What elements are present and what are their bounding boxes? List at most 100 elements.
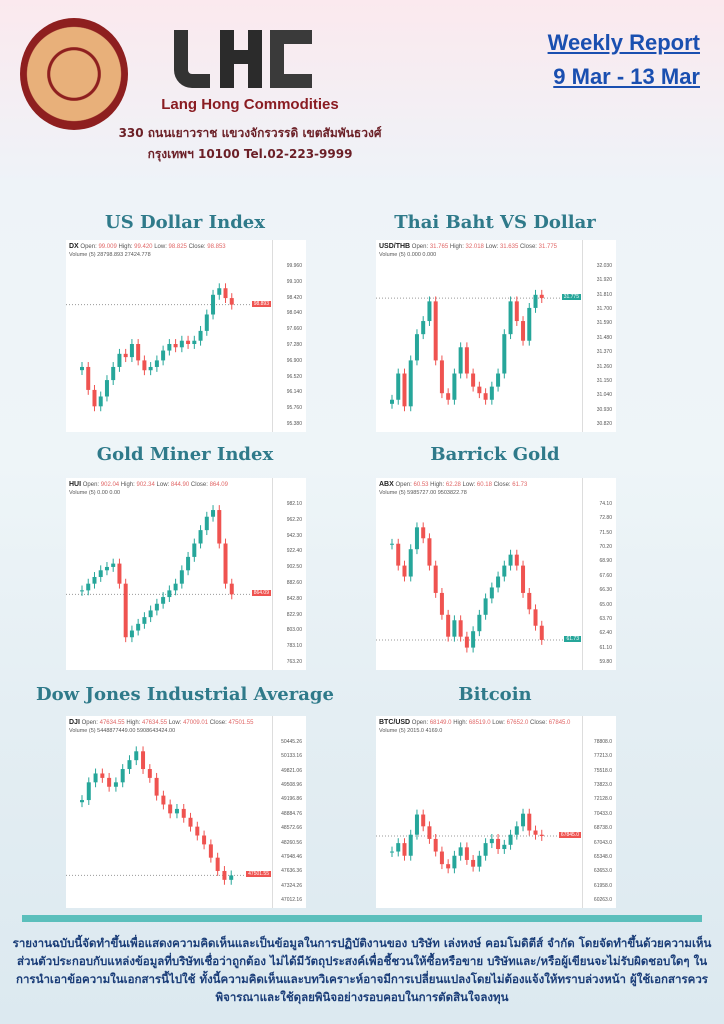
candle-body [86,366,91,390]
axis-tick-label: 68738.0 [593,825,612,832]
candle-body [421,814,426,827]
axis-tick-label: 96.900 [286,357,302,364]
company-seal-logo [20,18,128,130]
disclaimer-text: รายงานฉบับนี้จัดทำขึ้นเพื่อแสดงความคิดเห… [12,936,712,1004]
axis-tick-label: 31.590 [596,320,612,327]
price-axis: 74.10 72.80 71.50 70.20 68.90 67.60 66.30 65.00… [582,478,616,670]
candle-body [86,583,91,591]
candles [66,283,272,412]
axis-tick-label: 62.40 [599,630,612,637]
candle-body [427,538,432,566]
volume-value: 0.000 0.000 [407,252,437,258]
candle-body [154,603,159,611]
candle-body [458,847,463,856]
low-label: Low: [156,482,170,488]
open-value: 68149.0 [429,720,452,726]
last-price-label: 98.893 [251,300,271,307]
price-axis: 50445.26 50133.16 49821.06 49508.96 49196.86… [272,716,306,908]
candlestick-chart: ABX Open: 60.53 High: 62.28 Low: 60.18 C… [376,478,616,670]
candle-body [98,570,103,577]
axis-tick-label: 78808.0 [593,739,612,745]
candle-body [521,813,526,827]
candle-body [402,373,407,407]
candle-body [127,760,132,770]
high-value: 62.28 [445,482,461,488]
candle-body [390,399,394,404]
candle-body [396,843,401,852]
candle-body [452,373,457,400]
volume-row: Volume (5) 0.000 0.000 [379,252,436,258]
close-value: 864.09 [209,482,228,488]
candle-body [186,340,191,344]
axis-tick-label: 66.30 [599,587,612,594]
candlestick-chart: DX Open: 99.009 High: 99.420 Low: 98.825… [66,240,306,432]
axis-tick-label: 49821.06 [281,767,302,774]
close-value: 31.775 [538,244,558,250]
candle-body [229,583,234,595]
high-label: High: [430,482,445,488]
candle-body [390,543,394,545]
candle-body [198,330,203,341]
open-value: 31.765 [429,244,449,250]
chart-ohlc-header: HUI Open: 902.04 High: 902.34 Low: 844.9… [69,481,228,488]
axis-tick-label: 31.370 [596,349,612,356]
candle-body [92,576,97,584]
candle-body [427,826,432,839]
candle-body [93,773,98,783]
chart-title: Gold Miner Index [96,444,274,465]
candle-body [211,294,216,315]
candle-body [527,307,532,341]
candle-body [539,294,544,299]
candle-body [154,360,159,367]
candle-body [104,380,109,397]
volume-label: Volume (5) [69,252,96,258]
axis-tick-label: 49508.96 [281,782,302,789]
candle-body [421,527,426,539]
report-title: Weekly Report [547,30,700,55]
candlestick-chart: HUI Open: 902.04 High: 902.34 Low: 844.9… [66,478,306,670]
axis-tick-label: 97.660 [286,326,302,333]
axis-tick-label: 31.040 [596,392,612,399]
axis-tick-label: 70433.0 [593,810,612,817]
candle-body [100,773,105,778]
candle-body [477,614,482,632]
candle-body [489,838,494,844]
candle-body [408,549,413,577]
high-value: 99.420 [134,244,153,250]
price-axis: 982.10 962.20 942.30 922.40 902.50 882.60 842.… [272,478,306,670]
price-axis: 78808.0 77213.0 75518.0 73823.0 72128.0 70433… [582,716,616,908]
axis-tick-label: 75518.0 [593,767,612,774]
candle-body [104,566,109,571]
candle-body [471,859,476,867]
candle-body [86,782,91,801]
candle-body [533,830,538,835]
candle-body [502,565,507,577]
candle-body [471,373,476,387]
candle-body [204,314,209,331]
candle-body [452,855,457,869]
axis-tick-label: 32.030 [596,263,612,269]
axis-tick-label: 942.30 [286,532,302,539]
low-value: 60.18 [476,482,492,488]
axis-tick-label: 50133.16 [281,753,302,760]
axis-tick-label: 72.80 [599,515,612,522]
candle-body [414,527,419,550]
candle-body [496,838,501,850]
candle-body [439,851,444,865]
candle-body [222,870,227,880]
candle-body [192,340,197,344]
last-price-label: 31.775 [561,294,581,301]
axis-tick-label: 31.150 [596,377,612,384]
high-value: 902.34 [136,482,155,488]
volume-label: Volume (5) [379,490,406,496]
candle-body [208,844,213,858]
candlestick-chart: DJI Open: 47634.55 High: 47634.55 Low: 4… [66,716,306,908]
report-dates: 9 Mar - 13 Mar [553,64,700,89]
axis-tick-label: 77213.0 [593,753,612,760]
candle-body [421,321,426,335]
axis-tick-label: 48572.66 [281,825,302,832]
candle-body [167,344,172,351]
candle-body [402,843,407,856]
axis-tick-label: 31.810 [596,291,612,298]
low-value: 98.825 [168,244,187,250]
